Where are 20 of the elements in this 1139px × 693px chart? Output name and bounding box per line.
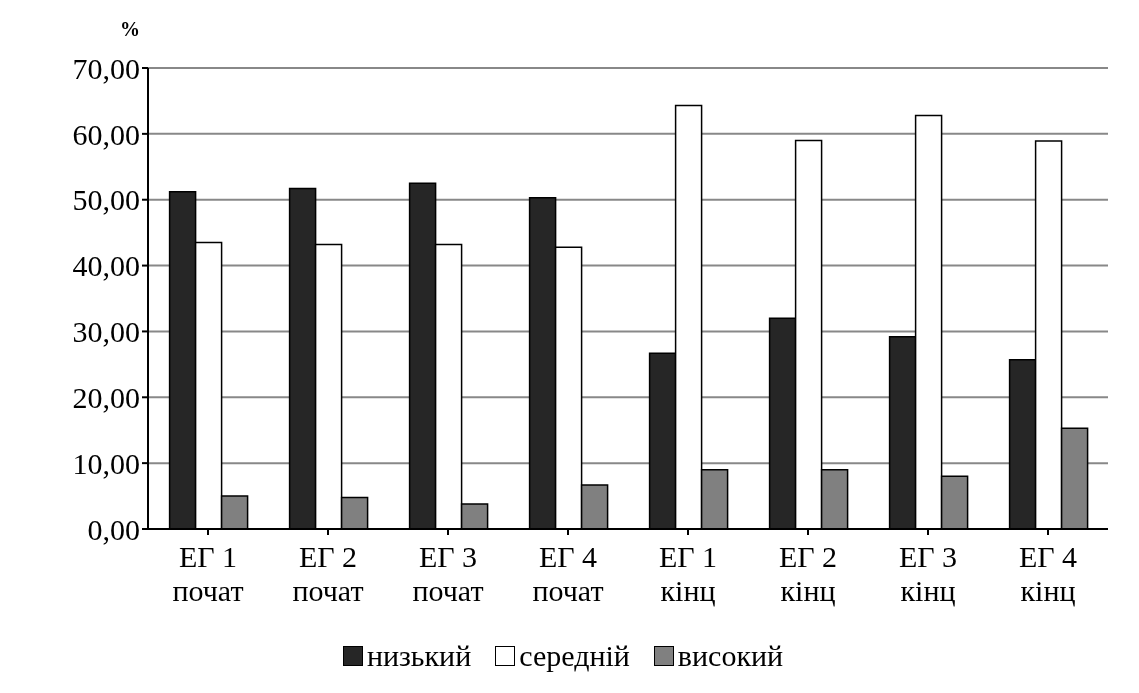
legend-label: високий — [676, 639, 784, 673]
x-tick-label: ЕГ 1 почат — [172, 540, 244, 607]
y-axis-title: % — [120, 18, 140, 41]
y-tick-label: 0,00 — [87, 512, 140, 546]
y-tick-label: 70,00 — [72, 51, 140, 85]
legend-label: низький — [365, 639, 472, 673]
y-tick-label: 50,00 — [72, 183, 140, 217]
y-tick-label: 40,00 — [72, 249, 140, 283]
x-tick-label: ЕГ 3 кінц — [898, 540, 958, 607]
x-tick-label: ЕГ 3 почат — [412, 540, 484, 607]
y-tick-label: 20,00 — [72, 380, 140, 414]
x-tick-label: ЕГ 1 кінц — [658, 540, 718, 607]
y-tick-label: 10,00 — [72, 446, 140, 480]
y-tick-label: 30,00 — [72, 315, 140, 349]
legend-label: середній — [518, 639, 630, 673]
x-tick-label: ЕГ 4 кінц — [1018, 540, 1078, 607]
x-tick-label: ЕГ 2 кінц — [778, 540, 838, 607]
y-tick-label: 60,00 — [72, 117, 140, 151]
x-tick-label: ЕГ 2 почат — [292, 540, 364, 607]
x-tick-label: ЕГ 4 почат — [532, 540, 604, 607]
